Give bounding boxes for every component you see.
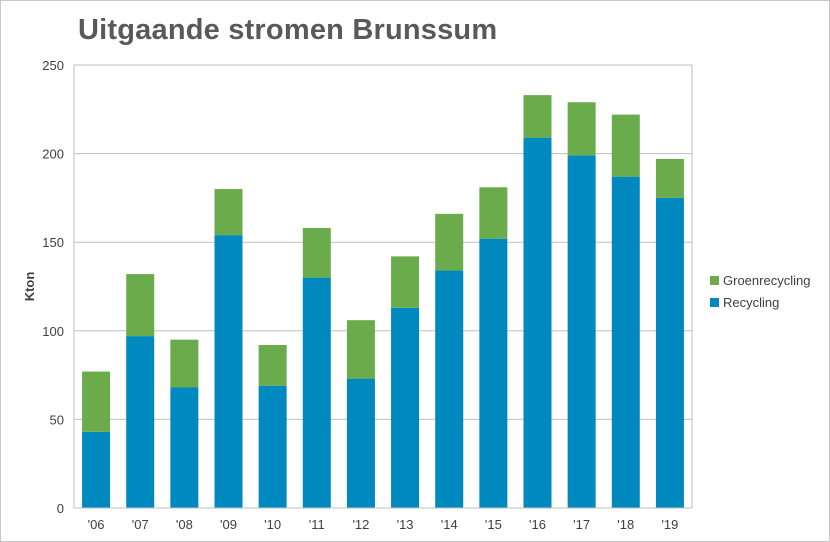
y-tick-label: 100 (42, 324, 64, 339)
bar-groenrecycling-16 (523, 95, 552, 138)
bar-groenrecycling-08 (170, 339, 199, 388)
bar-recycling-09 (214, 235, 243, 508)
y-axis-label: Kton (22, 272, 37, 302)
bar-recycling-11 (302, 277, 331, 508)
bar-groenrecycling-12 (346, 320, 375, 379)
y-tick-label: 50 (50, 412, 64, 427)
legend-label-groenrecycling: Groenrecycling (723, 273, 810, 288)
bar-groenrecycling-09 (214, 189, 243, 236)
bars (82, 95, 684, 509)
bar-recycling-16 (523, 137, 552, 509)
bar-recycling-13 (391, 307, 420, 508)
bar-groenrecycling-14 (435, 213, 464, 271)
x-tick-label: '18 (617, 517, 634, 532)
bar-recycling-18 (611, 176, 640, 509)
x-tick-label: '16 (529, 517, 546, 532)
x-tick-label: '12 (352, 517, 369, 532)
bar-groenrecycling-19 (655, 158, 684, 198)
legend: Groenrecycling Recycling (710, 273, 810, 310)
y-tick-label: 250 (42, 58, 64, 73)
bar-recycling-19 (655, 197, 684, 508)
bar-recycling-06 (82, 431, 111, 508)
legend-label-recycling: Recycling (723, 295, 779, 310)
bar-groenrecycling-17 (567, 102, 596, 156)
legend-swatch-recycling (710, 298, 719, 307)
x-tick-label: '11 (309, 517, 325, 532)
bar-groenrecycling-18 (611, 114, 640, 177)
axes: 0 50 100 150 200 250 '06 '07 '08 '09 '10 '11 '12 '13 '… (42, 58, 693, 532)
x-tick-label: '15 (485, 517, 502, 532)
x-tick-label: '17 (573, 517, 590, 532)
x-tick-label: '19 (661, 517, 678, 532)
bar-groenrecycling-13 (391, 256, 420, 308)
x-tick-label: '10 (264, 517, 281, 532)
bar-recycling-15 (479, 238, 508, 508)
y-tick-label: 200 (42, 147, 64, 162)
bar-recycling-17 (567, 155, 596, 508)
chart-title: Uitgaande stromen Brunssum (78, 14, 498, 46)
x-tick-label: '09 (220, 517, 237, 532)
bar-groenrecycling-07 (126, 274, 155, 337)
bar-recycling-12 (346, 378, 375, 508)
y-tick-label: 0 (57, 501, 64, 516)
bar-recycling-10 (258, 385, 287, 508)
x-tick-label: '07 (132, 517, 149, 532)
y-tick-label: 150 (42, 235, 64, 250)
bar-recycling-08 (170, 387, 199, 508)
bar-recycling-07 (126, 336, 155, 508)
x-tick-label: '13 (397, 517, 414, 532)
bar-groenrecycling-10 (258, 344, 287, 386)
bar-groenrecycling-06 (82, 371, 111, 432)
x-tick-label: '08 (176, 517, 193, 532)
legend-swatch-groenrecycling (710, 276, 719, 285)
bar-groenrecycling-11 (302, 228, 331, 278)
gridlines (74, 64, 692, 420)
x-tick-label: '14 (441, 517, 458, 532)
x-tick-label: '06 (88, 517, 105, 532)
bar-groenrecycling-15 (479, 187, 508, 239)
bar-recycling-14 (435, 270, 464, 508)
